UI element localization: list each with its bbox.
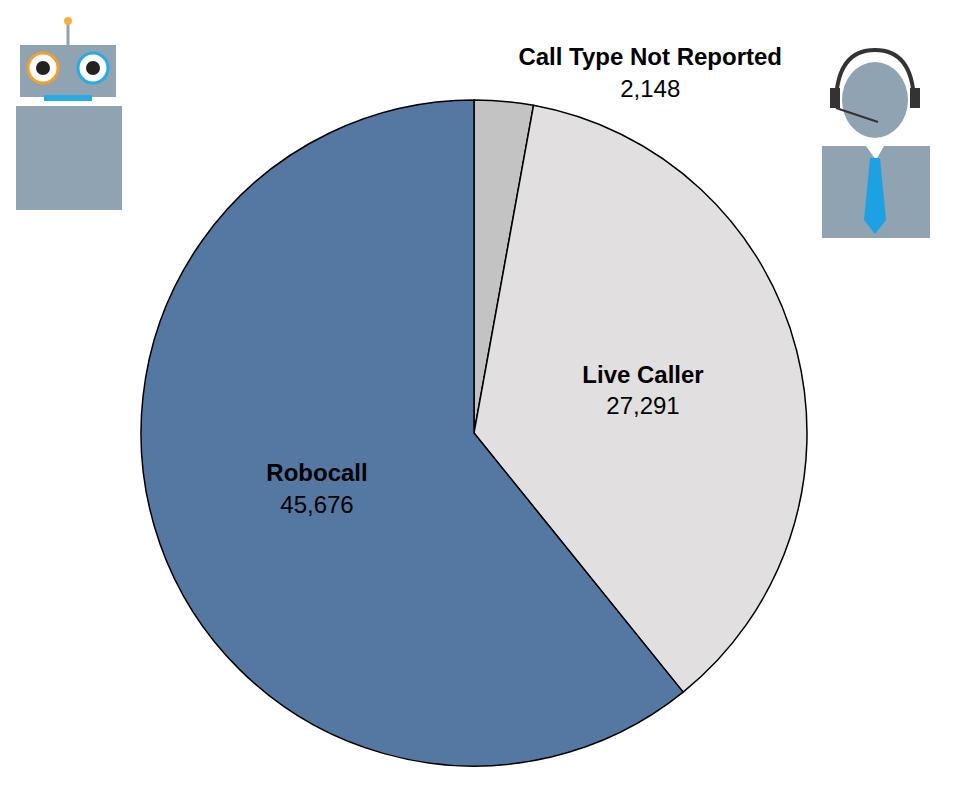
svg-text:Call Type Not Reported2,148: Call Type Not Reported2,148 bbox=[518, 43, 782, 101]
svg-text:Robocall45,676: Robocall45,676 bbox=[266, 459, 367, 517]
svg-text:Live Caller27,291: Live Caller27,291 bbox=[582, 361, 703, 419]
